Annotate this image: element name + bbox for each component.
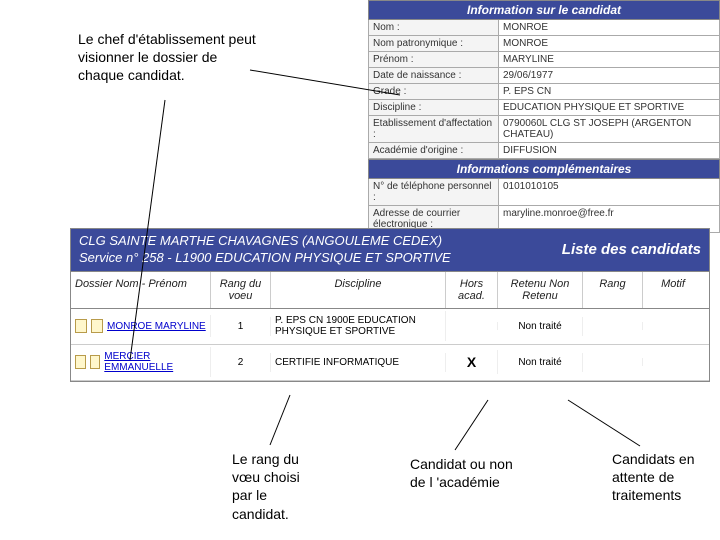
cell-hors: X <box>446 350 498 374</box>
info-value: 0101010105 <box>499 179 719 205</box>
col-retenu: Retenu Non Retenu <box>498 272 583 308</box>
col-motif: Motif <box>643 272 703 308</box>
col-rangm: Rang <box>583 272 643 308</box>
dossier-icon[interactable] <box>90 355 101 369</box>
info-row: Nom :MONROE <box>368 20 720 36</box>
cell-rang: 1 <box>211 317 271 336</box>
info-value: 0790060L CLG ST JOSEPH (ARGENTON CHATEAU… <box>499 116 719 142</box>
cell-rang: 2 <box>211 353 271 372</box>
list-header-line1: CLG SAINTE MARTHE CHAVAGNES (ANGOULEME C… <box>79 233 562 250</box>
table-row: MERCIER EMMANUELLE 2CERTIFIE INFORMATIQUE… <box>71 345 709 381</box>
info-row: Académie d'origine :DIFFUSION <box>368 143 720 159</box>
list-header: CLG SAINTE MARTHE CHAVAGNES (ANGOULEME C… <box>71 229 709 271</box>
info-label: Prénom : <box>369 52 499 67</box>
col-hors: Hors acad. <box>446 272 498 308</box>
candidate-link[interactable]: MONROE MARYLINE <box>107 321 206 332</box>
callout-top: Le chef d'établissement peut visionner l… <box>78 30 258 85</box>
info-label: Date de naissance : <box>369 68 499 83</box>
info-row: Discipline :EDUCATION PHYSIQUE ET SPORTI… <box>368 100 720 116</box>
candidate-list-panel: CLG SAINTE MARTHE CHAVAGNES (ANGOULEME C… <box>70 228 710 382</box>
col-disc: Discipline <box>271 272 446 308</box>
column-headers: Dossier Nom - Prénom Rang du voeu Discip… <box>71 271 709 309</box>
info-row: Nom patronymique :MONROE <box>368 36 720 52</box>
info-label: Discipline : <box>369 100 499 115</box>
info-value: EDUCATION PHYSIQUE ET SPORTIVE <box>499 100 719 115</box>
cell-motif <box>643 358 703 366</box>
callout-attente: Candidats en attente de traitements <box>612 450 717 505</box>
info-value: P. EPS CN <box>499 84 719 99</box>
cell-retenu: Non traité <box>498 353 583 372</box>
candidate-info-panel: Information sur le candidat Nom :MONROEN… <box>368 0 720 233</box>
cell-disc: CERTIFIE INFORMATIQUE <box>271 353 446 372</box>
info-label: Nom patronymique : <box>369 36 499 51</box>
info-row: Prénom :MARYLINE <box>368 52 720 68</box>
info-banner-1: Information sur le candidat <box>368 0 720 20</box>
dossier-icon[interactable] <box>91 319 103 333</box>
col-dossier: Dossier Nom - Prénom <box>71 272 211 308</box>
list-header-line2: Service n° 258 - L1900 EDUCATION PHYSIQU… <box>79 250 562 267</box>
info-value: MONROE <box>499 36 719 51</box>
cell-rangm <box>583 322 643 330</box>
table-row: MONROE MARYLINE 1P. EPS CN 1900E EDUCATIO… <box>71 309 709 345</box>
info-banner-2: Informations complémentaires <box>368 159 720 179</box>
dossier-icon[interactable] <box>75 319 87 333</box>
info-row: Grade :P. EPS CN <box>368 84 720 100</box>
list-header-right: Liste des candidats <box>562 241 701 258</box>
info-label: N° de téléphone personnel : <box>369 179 499 205</box>
info-row: Date de naissance :29/06/1977 <box>368 68 720 84</box>
info-label: Académie d'origine : <box>369 143 499 158</box>
cell-retenu: Non traité <box>498 317 583 336</box>
callout-rang: Le rang du vœu choisi par le candidat. <box>232 450 322 523</box>
cell-hors <box>446 322 498 330</box>
cell-motif <box>643 322 703 330</box>
info-label: Grade : <box>369 84 499 99</box>
cell-rangm <box>583 358 643 366</box>
dossier-icon[interactable] <box>75 355 86 369</box>
info-label: Etablissement d'affectation : <box>369 116 499 142</box>
candidate-link[interactable]: MERCIER EMMANUELLE <box>104 351 206 373</box>
info-value: 29/06/1977 <box>499 68 719 83</box>
cell-disc: P. EPS CN 1900E EDUCATION PHYSIQUE ET SP… <box>271 311 446 341</box>
info-value: DIFFUSION <box>499 143 719 158</box>
info-row: Etablissement d'affectation :0790060L CL… <box>368 116 720 143</box>
callout-acad: Candidat ou non de l 'académie <box>410 455 520 491</box>
info-value: MARYLINE <box>499 52 719 67</box>
info-row: N° de téléphone personnel :0101010105 <box>368 179 720 206</box>
info-label: Nom : <box>369 20 499 35</box>
col-rang: Rang du voeu <box>211 272 271 308</box>
info-value: MONROE <box>499 20 719 35</box>
